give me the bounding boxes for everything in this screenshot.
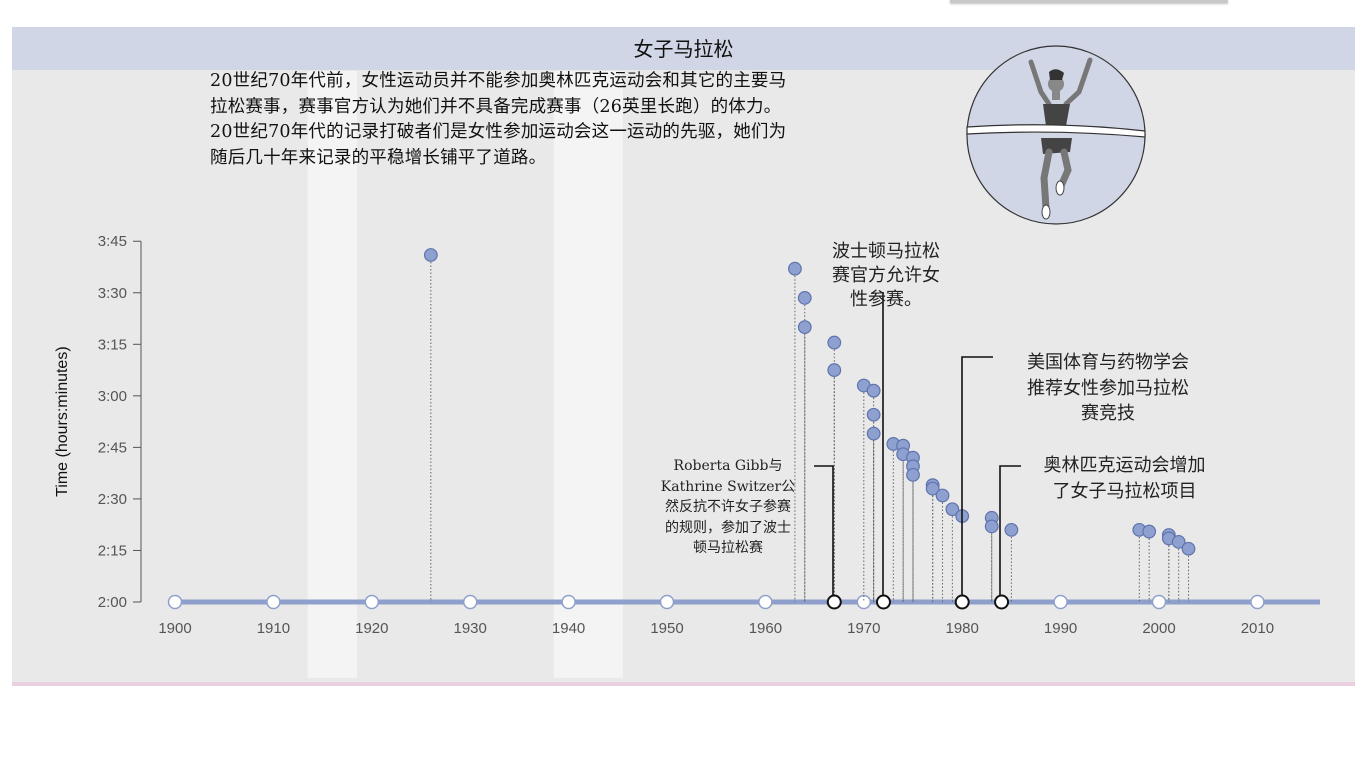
shaded-period	[553, 71, 623, 678]
annotation-1980: 美国体育与药物学会 推荐女性参加马拉松 赛竞技	[998, 350, 1218, 427]
annotation-leader-1967	[814, 465, 834, 596]
y-tick-label: 2:15	[98, 542, 127, 559]
annotation-line: 顿马拉松赛	[693, 540, 763, 556]
record-point	[925, 481, 940, 496]
x-tick-marker	[659, 594, 675, 610]
annotation-line: 推荐女性参加马拉松	[1027, 377, 1189, 399]
x-tick-marker	[758, 594, 773, 610]
annotation-line: 性参赛。	[850, 289, 922, 310]
annotation-line: Kathrine Switzer公	[660, 478, 796, 495]
title-bar	[12, 27, 1355, 70]
annotation-line: 奥林匹克运动会增加	[1043, 455, 1206, 476]
x-tick-marker	[364, 594, 380, 610]
x-tick-label: 1910	[257, 620, 290, 637]
x-tick-marker	[462, 594, 478, 610]
annotation-1984: 奥林匹克运动会增加 了女子马拉松项目	[1022, 453, 1227, 504]
event-marker	[875, 594, 891, 610]
record-point	[906, 467, 920, 482]
x-tick-label: 1920	[355, 620, 388, 637]
record-point	[423, 248, 438, 262]
y-tick-label: 3:15	[98, 336, 127, 353]
y-axis-title: Time (hours:minutes)	[54, 346, 71, 497]
top-tab-edge	[950, 0, 1228, 3]
x-tick-label: 1980	[946, 620, 979, 637]
shaded-period	[307, 71, 358, 678]
event-marker	[954, 594, 970, 610]
y-tick-label: 3:30	[98, 285, 127, 302]
x-tick-marker	[856, 594, 872, 610]
y-tick-label: 2:30	[98, 491, 127, 508]
record-point	[797, 320, 812, 335]
intro-line: 20世纪70年代的记录打破者们是女性参加运动会这一运动的先驱，她们为	[210, 122, 787, 142]
annotation-leader-1980	[961, 356, 993, 596]
x-tick-marker	[266, 594, 281, 610]
annotation-line: 美国体育与药物学会	[1027, 352, 1189, 373]
event-marker	[994, 594, 1010, 610]
record-point	[866, 383, 881, 398]
y-tick-label: 2:45	[98, 439, 127, 456]
x-tick-label: 1960	[749, 620, 782, 637]
x-tick-marker	[1053, 594, 1068, 610]
annotation-line: 赛竞技	[1081, 403, 1135, 424]
annotation-leader-1984	[999, 465, 1021, 596]
event-marker	[826, 594, 842, 610]
intro-text: 20世纪70年代前，女性运动员并不能参加奥林匹克运动会和其它的主要马 拉松赛事，…	[210, 69, 930, 171]
annotation-line: 波士顿马拉松	[832, 241, 940, 262]
annotation-line: Roberta Gibb与	[673, 458, 783, 474]
x-tick-label: 1990	[1044, 620, 1077, 637]
runner-crossing-finish-line-icon	[966, 45, 1146, 225]
intro-line: 随后几十年来记录的平稳增长铺平了道路。	[210, 147, 547, 168]
annotation-1972: 波士顿马拉松 赛官方允许女 性参赛。	[808, 240, 964, 312]
record-point	[984, 519, 999, 534]
record-point	[945, 502, 960, 517]
annotation-line: 赛官方允许女	[832, 265, 940, 286]
intro-line: 20世纪70年代前，女性运动员并不能参加奥林匹克运动会和其它的主要马	[210, 71, 787, 91]
record-point	[1004, 522, 1019, 537]
record-point	[866, 426, 881, 441]
x-tick-label: 2000	[1142, 620, 1175, 637]
annotation-1967: Roberta Gibb与 Kathrine Switzer公 然反抗不许女子参…	[638, 456, 818, 559]
annotation-line: 然反抗不许女子参赛	[665, 499, 791, 515]
page-title: 女子马拉松	[633, 37, 734, 61]
x-tick-label: 1900	[158, 620, 191, 637]
x-tick-label: 1950	[650, 620, 683, 637]
record-point	[788, 261, 802, 276]
record-point	[1181, 541, 1196, 556]
record-point	[1171, 534, 1186, 549]
record-point	[797, 291, 812, 305]
annotation-line: 的规则，参加了波士	[665, 519, 791, 536]
x-tick-label: 2010	[1241, 620, 1274, 637]
x-tick-label: 1970	[847, 620, 880, 637]
y-tick-label: 3:45	[98, 233, 127, 250]
x-tick-label: 1930	[454, 620, 487, 637]
record-point	[935, 488, 950, 503]
x-tick-marker	[1151, 594, 1167, 610]
record-point	[866, 407, 881, 422]
record-point	[1142, 524, 1157, 539]
intro-line: 拉松赛事，赛事官方认为她们并不具备完成赛事（26英里长跑）的体力。	[210, 96, 782, 117]
record-point	[827, 335, 842, 350]
annotation-line: 了女子马拉松项目	[1052, 480, 1197, 502]
x-tick-marker	[561, 594, 576, 610]
x-tick-label: 1940	[552, 620, 585, 637]
record-point	[827, 363, 842, 377]
x-tick-marker	[1250, 594, 1265, 610]
y-tick-label: 2:00	[98, 594, 127, 611]
y-tick-label: 3:00	[98, 388, 127, 405]
x-tick-marker	[167, 594, 183, 610]
